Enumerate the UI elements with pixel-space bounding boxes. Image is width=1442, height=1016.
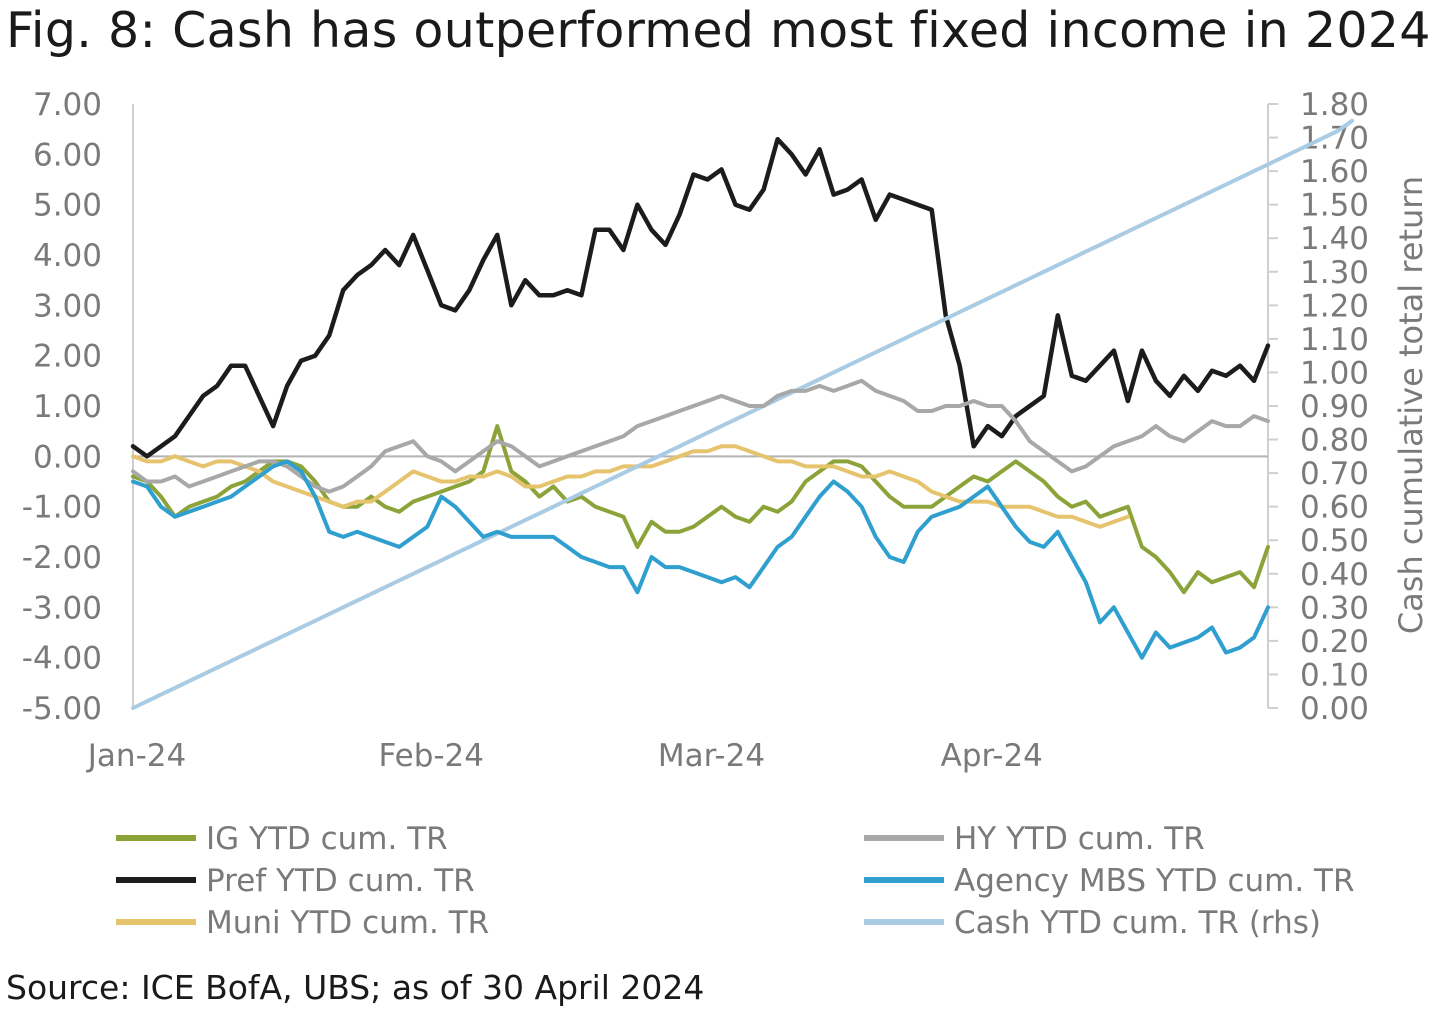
right-tick-label: 1.10 (1300, 322, 1369, 358)
right-tick-label: 0.50 (1300, 523, 1369, 559)
right-tick-label: 1.20 (1300, 288, 1369, 324)
right-tick-label: 0.00 (1300, 691, 1369, 727)
left-tick-label: 3.00 (33, 288, 102, 324)
right-tick-label: 1.70 (1300, 121, 1369, 157)
right-tick-label: 0.80 (1300, 423, 1369, 459)
legend: IG YTD cum. TR Pref YTD cum. TR Muni YTD c… (116, 821, 1355, 941)
legend-label: IG YTD cum. TR (206, 821, 448, 857)
x-tick-label: Jan-24 (86, 738, 186, 774)
left-tick-label: 2.00 (33, 339, 102, 375)
left-tick-label: -3.00 (22, 590, 102, 626)
series-line-ig-ytd-cum-tr (131, 424, 1270, 595)
right-tick-label: 1.50 (1300, 188, 1369, 224)
left-axis-ticks: 7.00 6.00 5.00 4.00 3.00 2.00 1.00 0.00 -1.00 -2.… (22, 87, 102, 727)
left-tick-label: 5.00 (33, 188, 102, 224)
left-tick-label: -1.00 (22, 490, 102, 526)
right-tick-label: 0.70 (1300, 456, 1369, 492)
legend-label: Muni YTD cum. TR (206, 905, 489, 941)
left-tick-label: 6.00 (33, 137, 102, 173)
series-line-agency-mbs-ytd-cum-tr (131, 459, 1270, 660)
left-tick-label: 1.00 (33, 389, 102, 425)
right-tick-label: 1.80 (1300, 87, 1369, 123)
x-tick-label: Apr-24 (941, 738, 1043, 774)
x-axis-ticks: Jan-24 Feb-24 Mar-24 Apr-24 (86, 738, 1043, 774)
series-line-cash-ytd-cum-tr-rhs (131, 118, 1355, 710)
left-tick-label: -4.00 (22, 641, 102, 677)
right-tick-label: 0.60 (1300, 490, 1369, 526)
legend-label: Pref YTD cum. TR (206, 863, 475, 899)
legend-label: HY YTD cum. TR (954, 821, 1205, 857)
right-tick-label: 1.30 (1300, 255, 1369, 291)
right-axis: 1.801.701.601.501.401.301.201.101.000.90… (1267, 87, 1369, 727)
legend-label: Cash YTD cum. TR (rhs) (954, 905, 1321, 941)
source-note: Source: ICE BofA, UBS; as of 30 April 20… (6, 968, 705, 1007)
series-line-muni-ytd-cum-tr (131, 444, 1130, 529)
right-tick-label: 1.60 (1300, 154, 1369, 190)
x-tick-label: Feb-24 (378, 738, 484, 774)
right-tick-label: 0.40 (1300, 557, 1369, 593)
right-tick-label: 0.10 (1300, 657, 1369, 693)
right-tick-label: 0.90 (1300, 389, 1369, 425)
right-tick-label: 0.30 (1300, 590, 1369, 626)
left-tick-label: -5.00 (22, 691, 102, 727)
series-line-pref-ytd-cum-tr (130, 136, 1271, 459)
legend-label: Agency MBS YTD cum. TR (954, 863, 1355, 899)
right-tick-label: 1.40 (1300, 221, 1369, 257)
series-layer (130, 118, 1355, 710)
chart-title: Fig. 8: Cash has outperformed most fixed… (6, 2, 1431, 59)
series-line-hy-ytd-cum-tr (131, 378, 1270, 494)
right-tick-label: 0.20 (1300, 624, 1369, 660)
right-axis-label: Cash cumulative total return (1392, 176, 1430, 634)
x-tick-label: Mar-24 (658, 738, 765, 774)
left-tick-label: -2.00 (22, 540, 102, 576)
left-tick-label: 4.00 (33, 238, 102, 274)
line-chart: 7.00 6.00 5.00 4.00 3.00 2.00 1.00 0.00 -1.00 -2.… (22, 87, 1430, 941)
right-tick-label: 1.00 (1300, 355, 1369, 391)
left-tick-label: 0.00 (33, 439, 102, 475)
left-tick-label: 7.00 (33, 87, 102, 123)
